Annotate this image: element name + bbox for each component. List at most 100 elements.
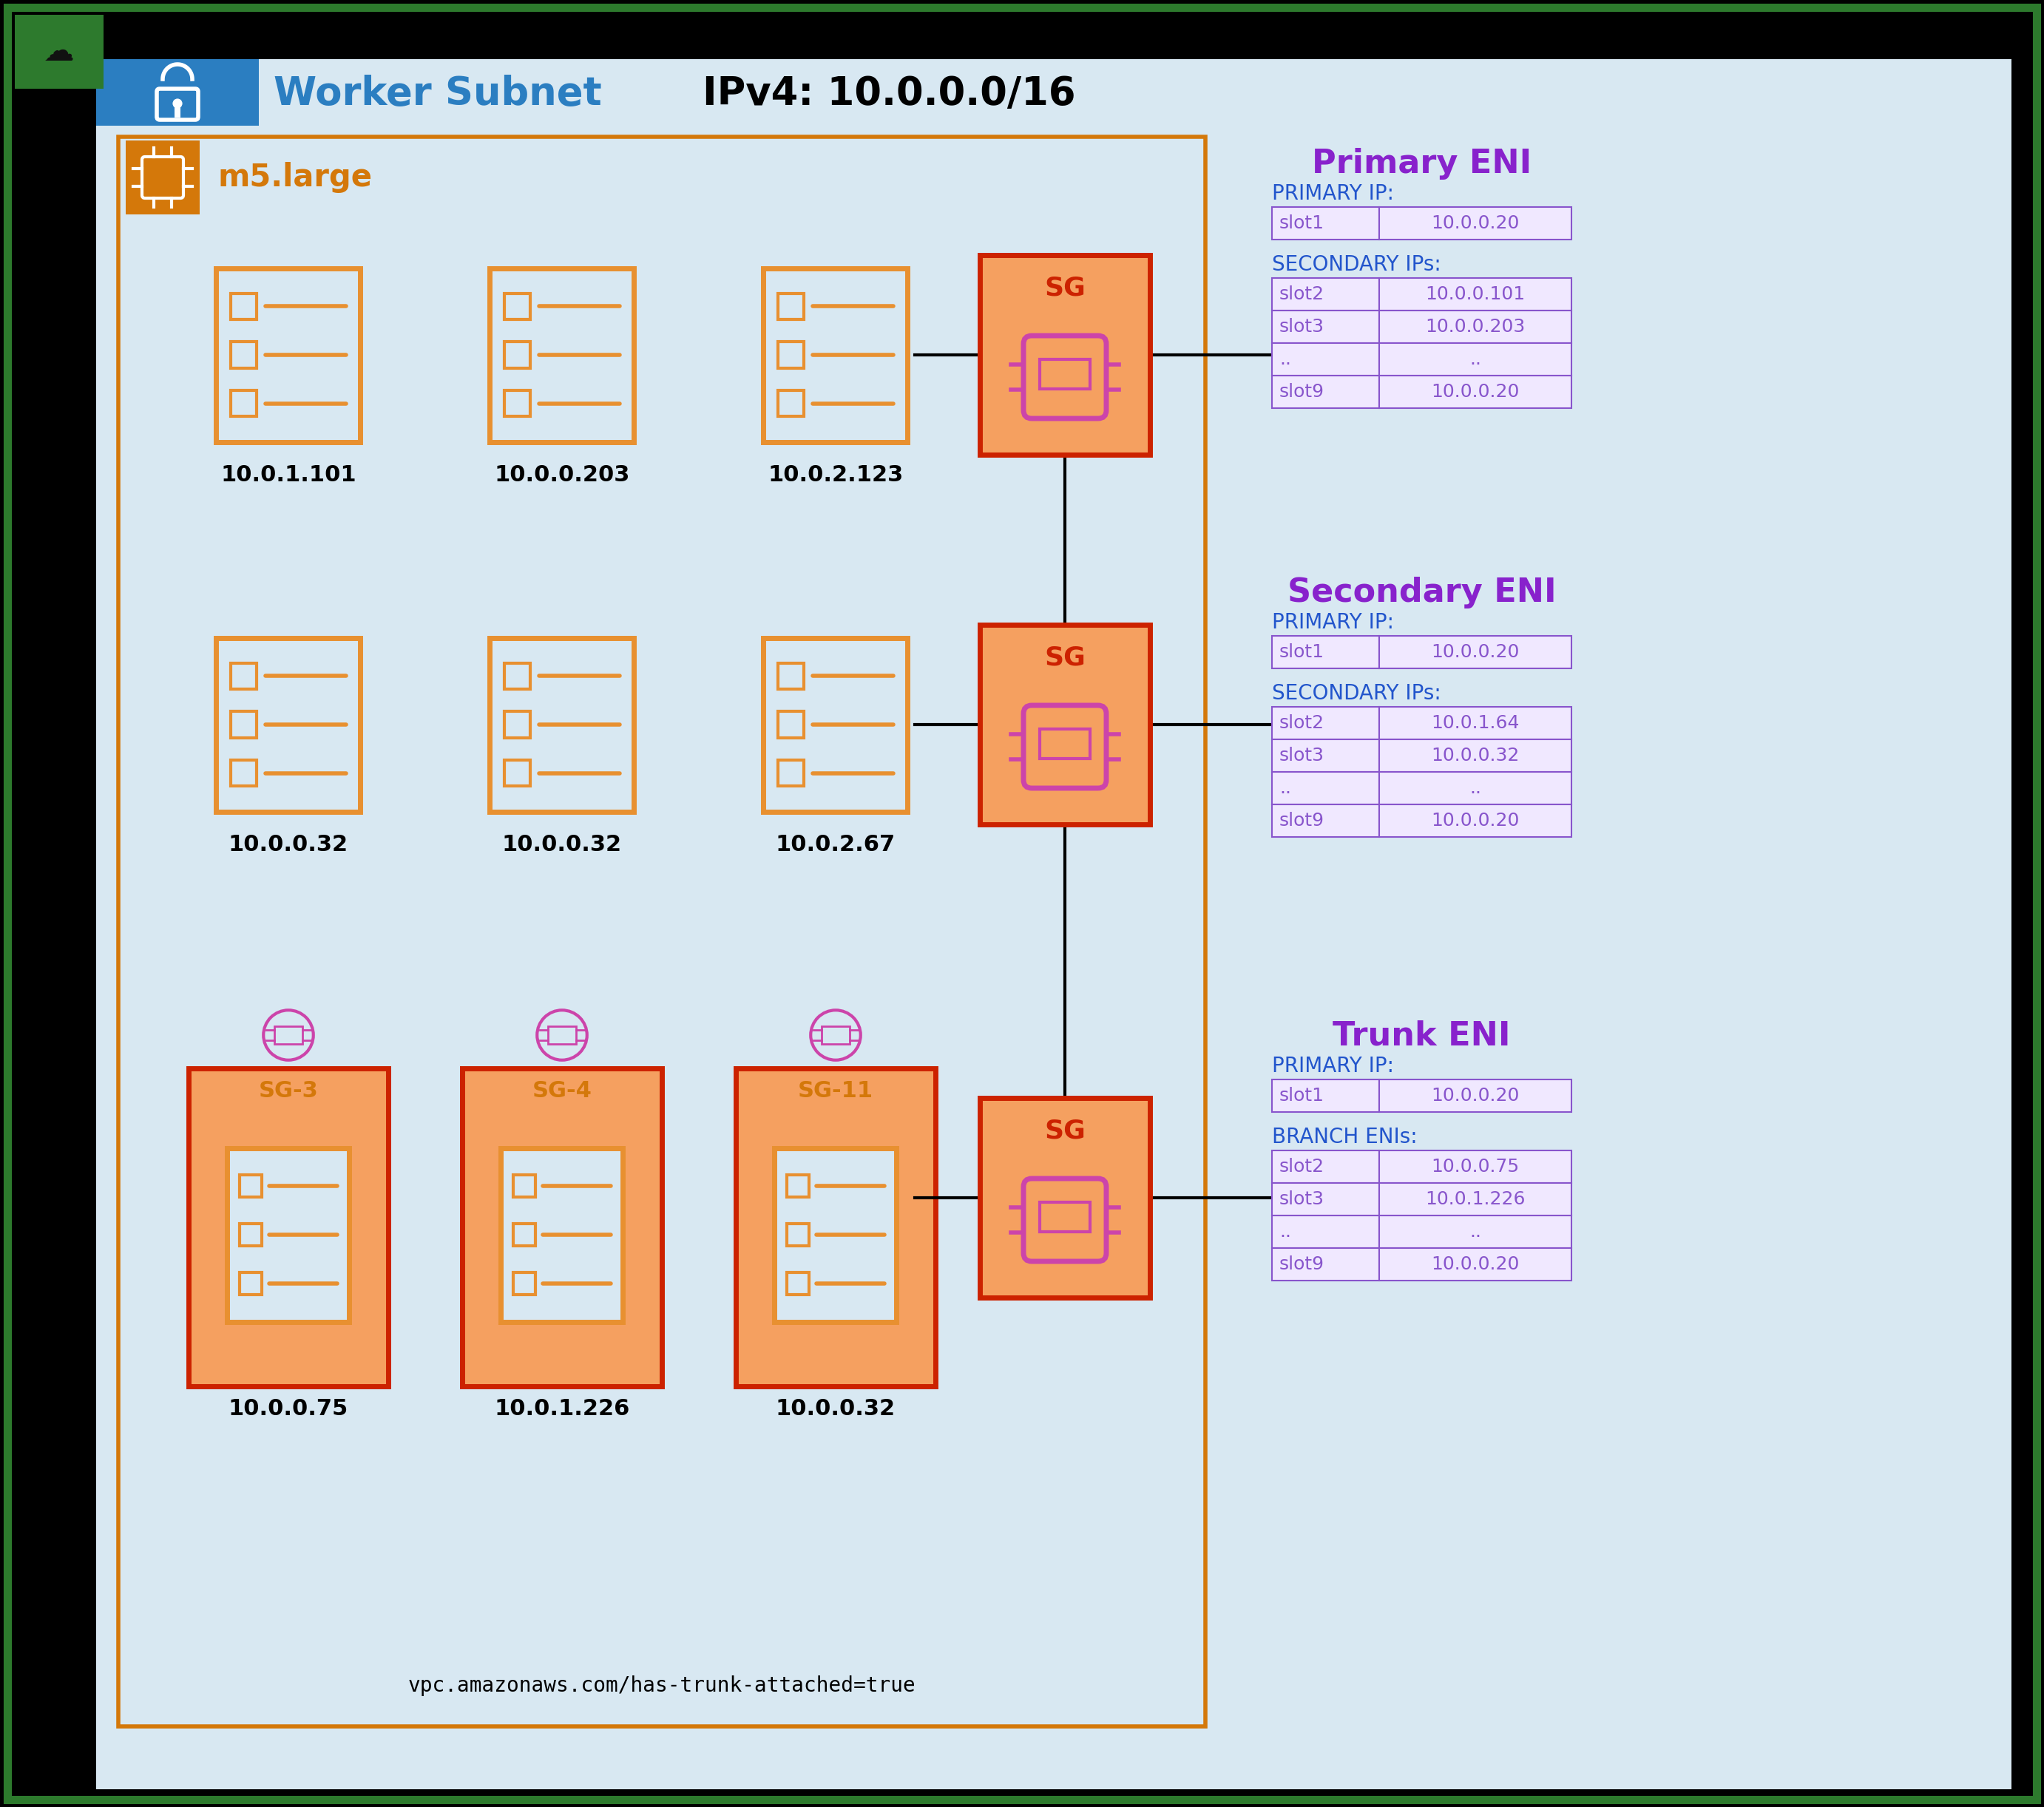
Bar	[217, 638, 360, 811]
Text: 10.0.0.20: 10.0.0.20	[1431, 383, 1519, 401]
Text: IPv4: 10.0.0.0/16: IPv4: 10.0.0.0/16	[703, 74, 1075, 114]
Bar	[505, 293, 529, 320]
Bar	[787, 1223, 809, 1245]
Bar	[505, 761, 529, 786]
Text: slot2: slot2	[1280, 1158, 1325, 1176]
Bar	[239, 1175, 262, 1196]
Bar	[779, 663, 803, 688]
Text: 10.0.0.32: 10.0.0.32	[775, 1399, 895, 1418]
Bar	[231, 712, 258, 737]
Text: 10.0.0.75: 10.0.0.75	[229, 1399, 347, 1418]
Bar	[174, 107, 180, 117]
Bar	[1380, 1151, 1572, 1184]
Bar	[505, 342, 529, 369]
Bar	[1380, 739, 1572, 772]
Text: SG: SG	[1044, 1119, 1085, 1144]
FancyBboxPatch shape	[1024, 705, 1106, 788]
Bar	[505, 712, 529, 737]
Bar	[231, 390, 258, 417]
Bar	[231, 663, 258, 688]
Text: SG: SG	[1044, 276, 1085, 302]
Bar	[736, 1068, 936, 1386]
Text: 10.0.0.20: 10.0.0.20	[1431, 1256, 1519, 1274]
Text: 10.0.2.67: 10.0.2.67	[775, 835, 895, 855]
Text: slot1: slot1	[1280, 643, 1325, 661]
Bar	[822, 1026, 850, 1044]
Bar	[274, 1026, 303, 1044]
Text: ..: ..	[1470, 779, 1482, 797]
Bar	[231, 293, 258, 320]
Text: SG: SG	[1044, 645, 1085, 670]
Text: 10.0.1.64: 10.0.1.64	[1431, 714, 1519, 732]
Text: PRIMARY IP:: PRIMARY IP:	[1271, 613, 1394, 632]
Bar	[239, 1272, 262, 1294]
Bar	[1271, 1151, 1380, 1184]
Bar	[1271, 739, 1380, 772]
Bar	[1380, 208, 1572, 240]
Bar	[787, 1175, 809, 1196]
Text: 10.0.1.226: 10.0.1.226	[495, 1399, 630, 1418]
Text: slot1: slot1	[1280, 1086, 1325, 1104]
Bar	[1380, 376, 1572, 408]
Bar	[779, 390, 803, 417]
Bar	[217, 267, 360, 441]
Bar	[779, 342, 803, 369]
Bar	[1380, 1216, 1572, 1249]
Text: 10.0.1.226: 10.0.1.226	[1425, 1191, 1525, 1209]
Bar	[1380, 343, 1572, 376]
Circle shape	[811, 1010, 861, 1061]
Text: 10.0.0.20: 10.0.0.20	[1431, 215, 1519, 231]
Text: 10.0.0.32: 10.0.0.32	[1431, 746, 1519, 764]
Text: SG-4: SG-4	[531, 1081, 593, 1100]
Text: SG-3: SG-3	[258, 1081, 319, 1100]
Text: SECONDARY IPs:: SECONDARY IPs:	[1271, 255, 1441, 275]
Bar	[505, 390, 529, 417]
Text: slot2: slot2	[1280, 714, 1325, 732]
Bar	[188, 1068, 388, 1386]
Bar	[239, 1223, 262, 1245]
Bar	[491, 267, 634, 441]
Text: SECONDARY IPs:: SECONDARY IPs:	[1271, 683, 1441, 705]
Text: ..: ..	[1280, 351, 1292, 369]
Bar	[513, 1175, 536, 1196]
Bar	[119, 137, 1206, 1726]
Circle shape	[264, 1010, 313, 1061]
Bar	[1040, 730, 1089, 759]
Bar	[1271, 1184, 1380, 1216]
Text: 10.0.0.20: 10.0.0.20	[1431, 811, 1519, 829]
Bar	[231, 342, 258, 369]
Bar	[1271, 772, 1380, 804]
Bar	[1271, 636, 1380, 669]
Text: Secondary ENI: Secondary ENI	[1288, 576, 1555, 609]
Text: m5.large: m5.large	[219, 163, 372, 193]
Bar	[227, 1147, 350, 1321]
Text: PRIMARY IP:: PRIMARY IP:	[1271, 1055, 1394, 1077]
Text: slot3: slot3	[1280, 746, 1325, 764]
Bar	[1380, 707, 1572, 739]
Text: ☁: ☁	[43, 36, 74, 67]
Bar	[1380, 804, 1572, 837]
Bar	[462, 1068, 662, 1386]
Text: 10.0.0.32: 10.0.0.32	[229, 835, 347, 855]
Text: slot9: slot9	[1280, 811, 1325, 829]
Text: Primary ENI: Primary ENI	[1312, 148, 1531, 179]
Bar	[1380, 1184, 1572, 1216]
Text: 10.0.0.203: 10.0.0.203	[1425, 318, 1525, 336]
Text: 10.0.2.123: 10.0.2.123	[769, 464, 903, 486]
Text: vpc.amazonaws.com/has-trunk-attached=true: vpc.amazonaws.com/has-trunk-attached=tru…	[409, 1675, 916, 1697]
Bar	[505, 663, 529, 688]
Bar	[1040, 360, 1089, 389]
Bar	[1271, 1079, 1380, 1111]
Text: 10.0.0.203: 10.0.0.203	[495, 464, 630, 486]
Bar	[491, 638, 634, 811]
Text: ..: ..	[1280, 779, 1292, 797]
Text: PRIMARY IP:: PRIMARY IP:	[1271, 183, 1394, 204]
Bar	[1380, 636, 1572, 669]
Bar	[231, 761, 258, 786]
Text: 10.0.0.32: 10.0.0.32	[503, 835, 621, 855]
Text: ..: ..	[1280, 1223, 1292, 1241]
Text: ..: ..	[1470, 351, 1482, 369]
Bar	[1271, 278, 1380, 311]
Bar	[1040, 1202, 1089, 1232]
Bar	[764, 267, 908, 441]
